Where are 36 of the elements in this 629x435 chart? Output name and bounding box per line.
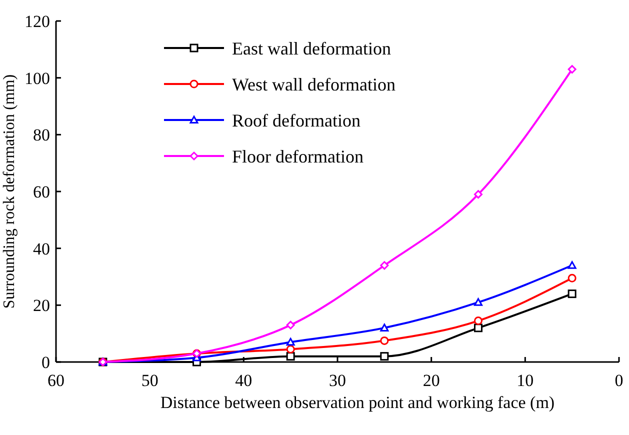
point	[286, 320, 295, 330]
y-tick-label: 20	[33, 296, 50, 316]
point	[474, 324, 482, 332]
x-tick-label: 50	[141, 371, 158, 390]
point	[474, 316, 482, 326]
x-tick-label: 60	[48, 371, 64, 390]
point	[474, 190, 482, 199]
point	[474, 298, 482, 306]
x-tick-label: 20	[422, 371, 440, 390]
point	[286, 338, 295, 346]
y-tick-label: 60	[33, 182, 50, 202]
y-axis-title: Surrounding rock deformation (mm)	[1, 74, 18, 309]
point	[286, 344, 295, 354]
x-tick-label: 0	[614, 371, 624, 390]
y-tick-label: 120	[24, 12, 50, 31]
legend-label: Floor deformation	[232, 146, 364, 166]
x-tick-label: 40	[235, 371, 252, 390]
point	[568, 290, 576, 298]
point	[568, 65, 576, 74]
legend-label: West wall deformation	[232, 74, 396, 94]
point	[568, 274, 576, 282]
point	[568, 261, 576, 269]
legend-label: Roof deformation	[232, 110, 360, 130]
point	[286, 352, 295, 361]
point	[380, 261, 389, 270]
y-tick-label: 80	[33, 126, 50, 145]
x-tick-label: 30	[329, 371, 346, 390]
y-tick-label: 40	[33, 239, 50, 258]
point	[380, 352, 389, 361]
y-tick-label: 100	[24, 68, 50, 88]
x-tick-label: 10	[516, 371, 534, 390]
x-axis-title: Distance between observation point and working face (m)	[160, 393, 555, 412]
y-tick-label: 0	[42, 352, 50, 372]
point	[380, 336, 389, 345]
legend-label: East wall deformation	[232, 38, 391, 58]
point	[380, 324, 389, 332]
